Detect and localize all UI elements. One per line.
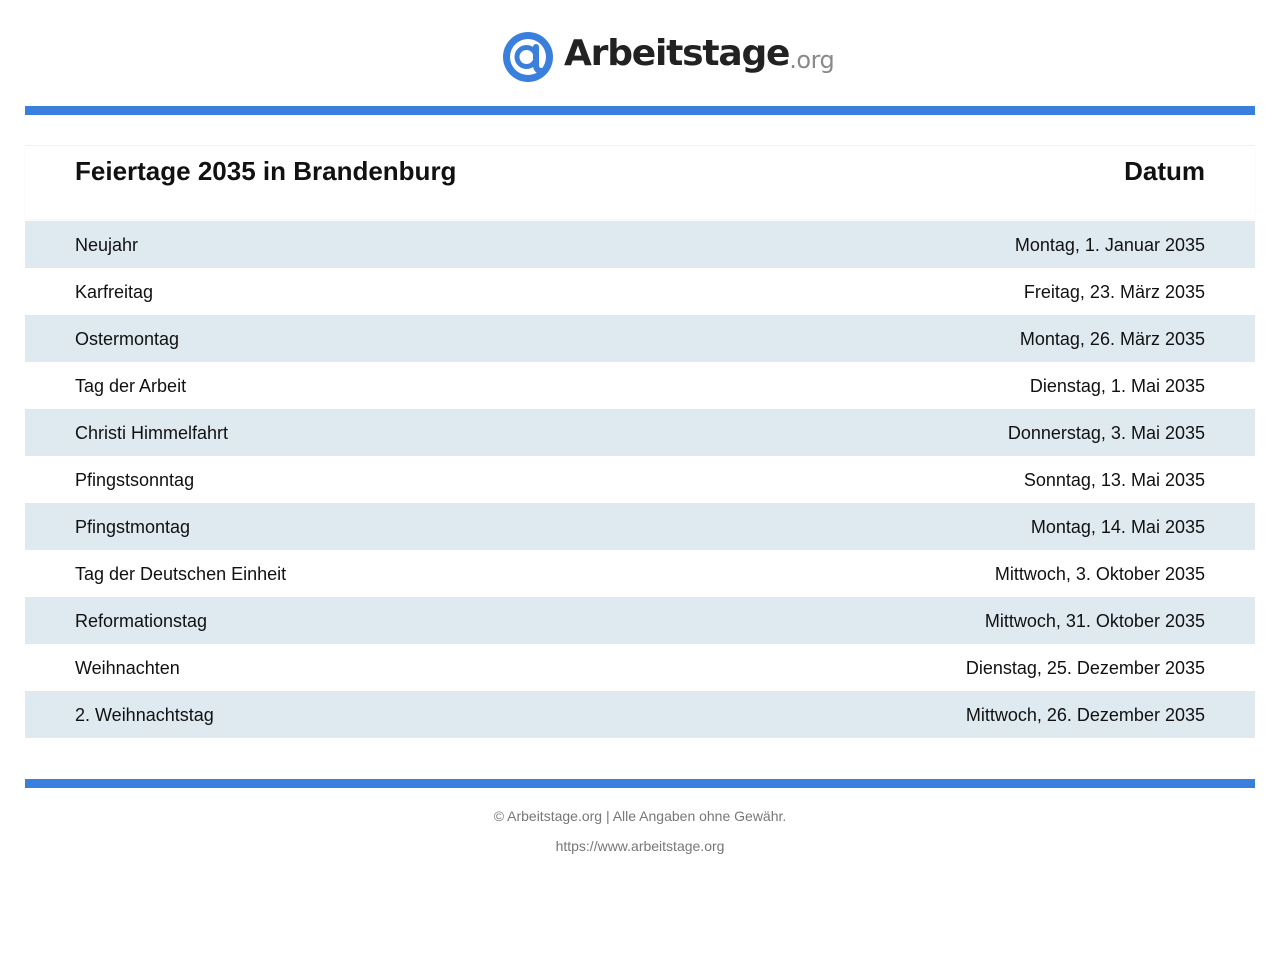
holiday-date: Freitag, 23. März 2035 <box>1023 282 1205 302</box>
holiday-name: Karfreitag <box>75 282 154 302</box>
table-header: Feiertage 2035 in Brandenburg Datum <box>25 145 1255 219</box>
holiday-date: Mittwoch, 3. Oktober 2035 <box>994 564 1205 584</box>
holiday-name: Tag der Deutschen Einheit <box>75 564 287 584</box>
logo-wordmark: Arbeitstage <box>564 33 790 74</box>
site-logo[interactable]: Arbeitstage .org <box>502 30 835 84</box>
holiday-date: Dienstag, 1. Mai 2035 <box>1029 376 1205 396</box>
top-divider <box>25 106 1255 115</box>
table-row: Reformationstag Mittwoch, 31. Oktober 203… <box>25 597 1255 644</box>
holiday-name: Tag der Arbeit <box>75 376 187 396</box>
table-row: Neujahr Montag, 1. Januar 2035 <box>25 221 1255 268</box>
holiday-name: Weihnachten <box>75 658 180 678</box>
date-column-header: Datum <box>1124 156 1205 186</box>
table-row: Pfingstmontag Montag, 14. Mai 2035 <box>25 503 1255 550</box>
footer-copyright: © Arbeitstage.org | Alle Angaben ohne Ge… <box>493 808 787 824</box>
holiday-name: 2. Weihnachtstag <box>75 705 214 725</box>
holiday-date: Mittwoch, 26. Dezember 2035 <box>965 705 1205 725</box>
footer-url[interactable]: https://www.arbeitstage.org <box>555 838 725 854</box>
holiday-name: Pfingstsonntag <box>75 470 195 490</box>
at-sign-logo-icon <box>503 32 553 82</box>
holiday-date: Montag, 1. Januar 2035 <box>1014 235 1205 255</box>
table-row: Tag der Deutschen Einheit Mittwoch, 3. Ok… <box>25 550 1255 597</box>
table-row: Tag der Arbeit Dienstag, 1. Mai 2035 <box>25 362 1255 409</box>
holiday-table: Neujahr Montag, 1. Januar 2035 Karfreitag F… <box>25 221 1255 738</box>
holiday-date: Montag, 14. Mai 2035 <box>1030 517 1205 537</box>
table-row: Pfingstsonntag Sonntag, 13. Mai 2035 <box>25 456 1255 503</box>
holiday-date: Dienstag, 25. Dezember 2035 <box>965 658 1205 678</box>
table-row: Ostermontag Montag, 26. März 2035 <box>25 315 1255 362</box>
table-row: 2. Weihnachtstag Mittwoch, 26. Dezember 2… <box>25 691 1255 738</box>
holiday-date: Mittwoch, 31. Oktober 2035 <box>984 611 1205 631</box>
table-row: Christi Himmelfahrt Donnerstag, 3. Mai 20… <box>25 409 1255 456</box>
holiday-date: Montag, 26. März 2035 <box>1019 329 1205 349</box>
holiday-name: Christi Himmelfahrt <box>75 423 229 443</box>
holiday-date: Donnerstag, 3. Mai 2035 <box>1007 423 1205 443</box>
holiday-date: Sonntag, 13. Mai 2035 <box>1023 470 1205 490</box>
bottom-divider <box>25 779 1255 788</box>
holiday-name: Neujahr <box>75 235 139 255</box>
page-header: Arbeitstage .org <box>0 0 1280 104</box>
table-row: Weihnachten Dienstag, 25. Dezember 2035 <box>25 644 1255 691</box>
logo-tld: .org <box>789 46 835 74</box>
holiday-name: Pfingstmontag <box>75 517 191 537</box>
holiday-name: Ostermontag <box>75 329 180 349</box>
table-row: Karfreitag Freitag, 23. März 2035 <box>25 268 1255 315</box>
table-title: Feiertage 2035 in Brandenburg <box>75 156 457 186</box>
holiday-name: Reformationstag <box>75 611 208 631</box>
